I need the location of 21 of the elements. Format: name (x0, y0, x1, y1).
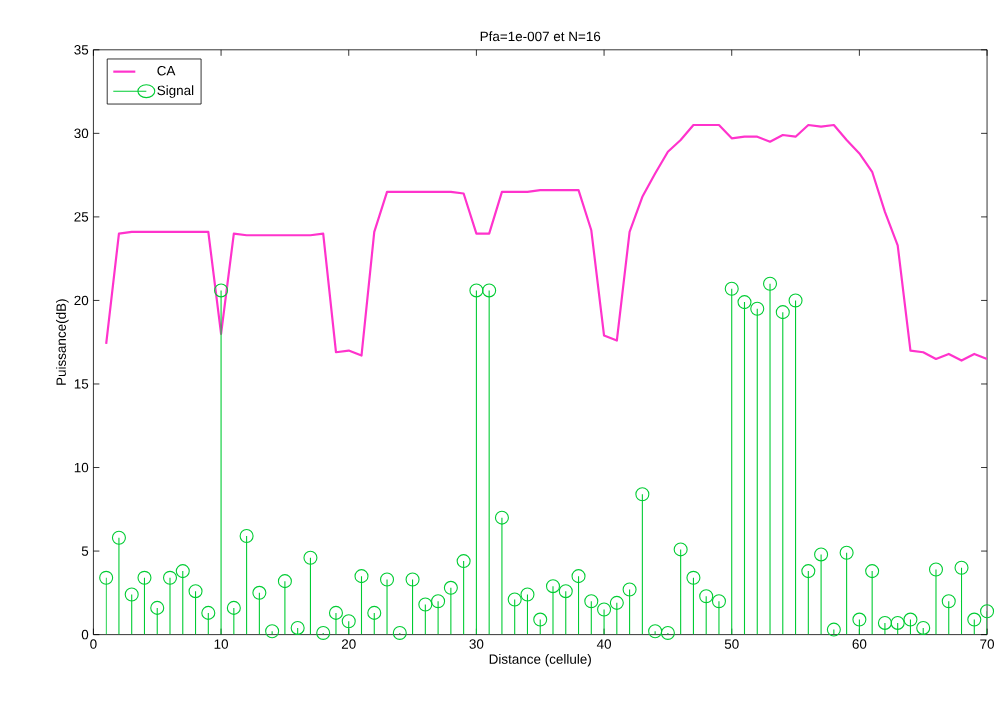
x-tick-label: 70 (980, 639, 995, 649)
y-tick-label: 5 (81, 546, 89, 556)
y-tick-label: 15 (74, 379, 89, 389)
legend-label: Signal (157, 85, 194, 98)
x-tick-label: 40 (596, 639, 612, 649)
x-tick-label: 60 (852, 639, 867, 649)
chart-title: Pfa=1e-007 et N=16 (480, 31, 601, 41)
y-tick-label: 0 (81, 629, 89, 640)
y-tick-label: 10 (74, 462, 89, 473)
x-tick-label: 0 (90, 639, 97, 649)
legend-label: CA (157, 65, 176, 76)
y-axis-title: Puissance(dB) (56, 299, 69, 385)
x-tick-label: 50 (724, 639, 739, 649)
x-tick-label: 10 (214, 639, 229, 649)
y-tick-label: 20 (74, 295, 89, 306)
y-tick-label: 30 (74, 128, 89, 138)
y-tick-label: 35 (74, 44, 89, 55)
x-axis-title: Distance (cellule) (489, 653, 591, 667)
y-tick-label: 25 (74, 211, 89, 222)
x-tick-label: 20 (341, 639, 356, 649)
x-tick-label: 30 (469, 639, 484, 649)
